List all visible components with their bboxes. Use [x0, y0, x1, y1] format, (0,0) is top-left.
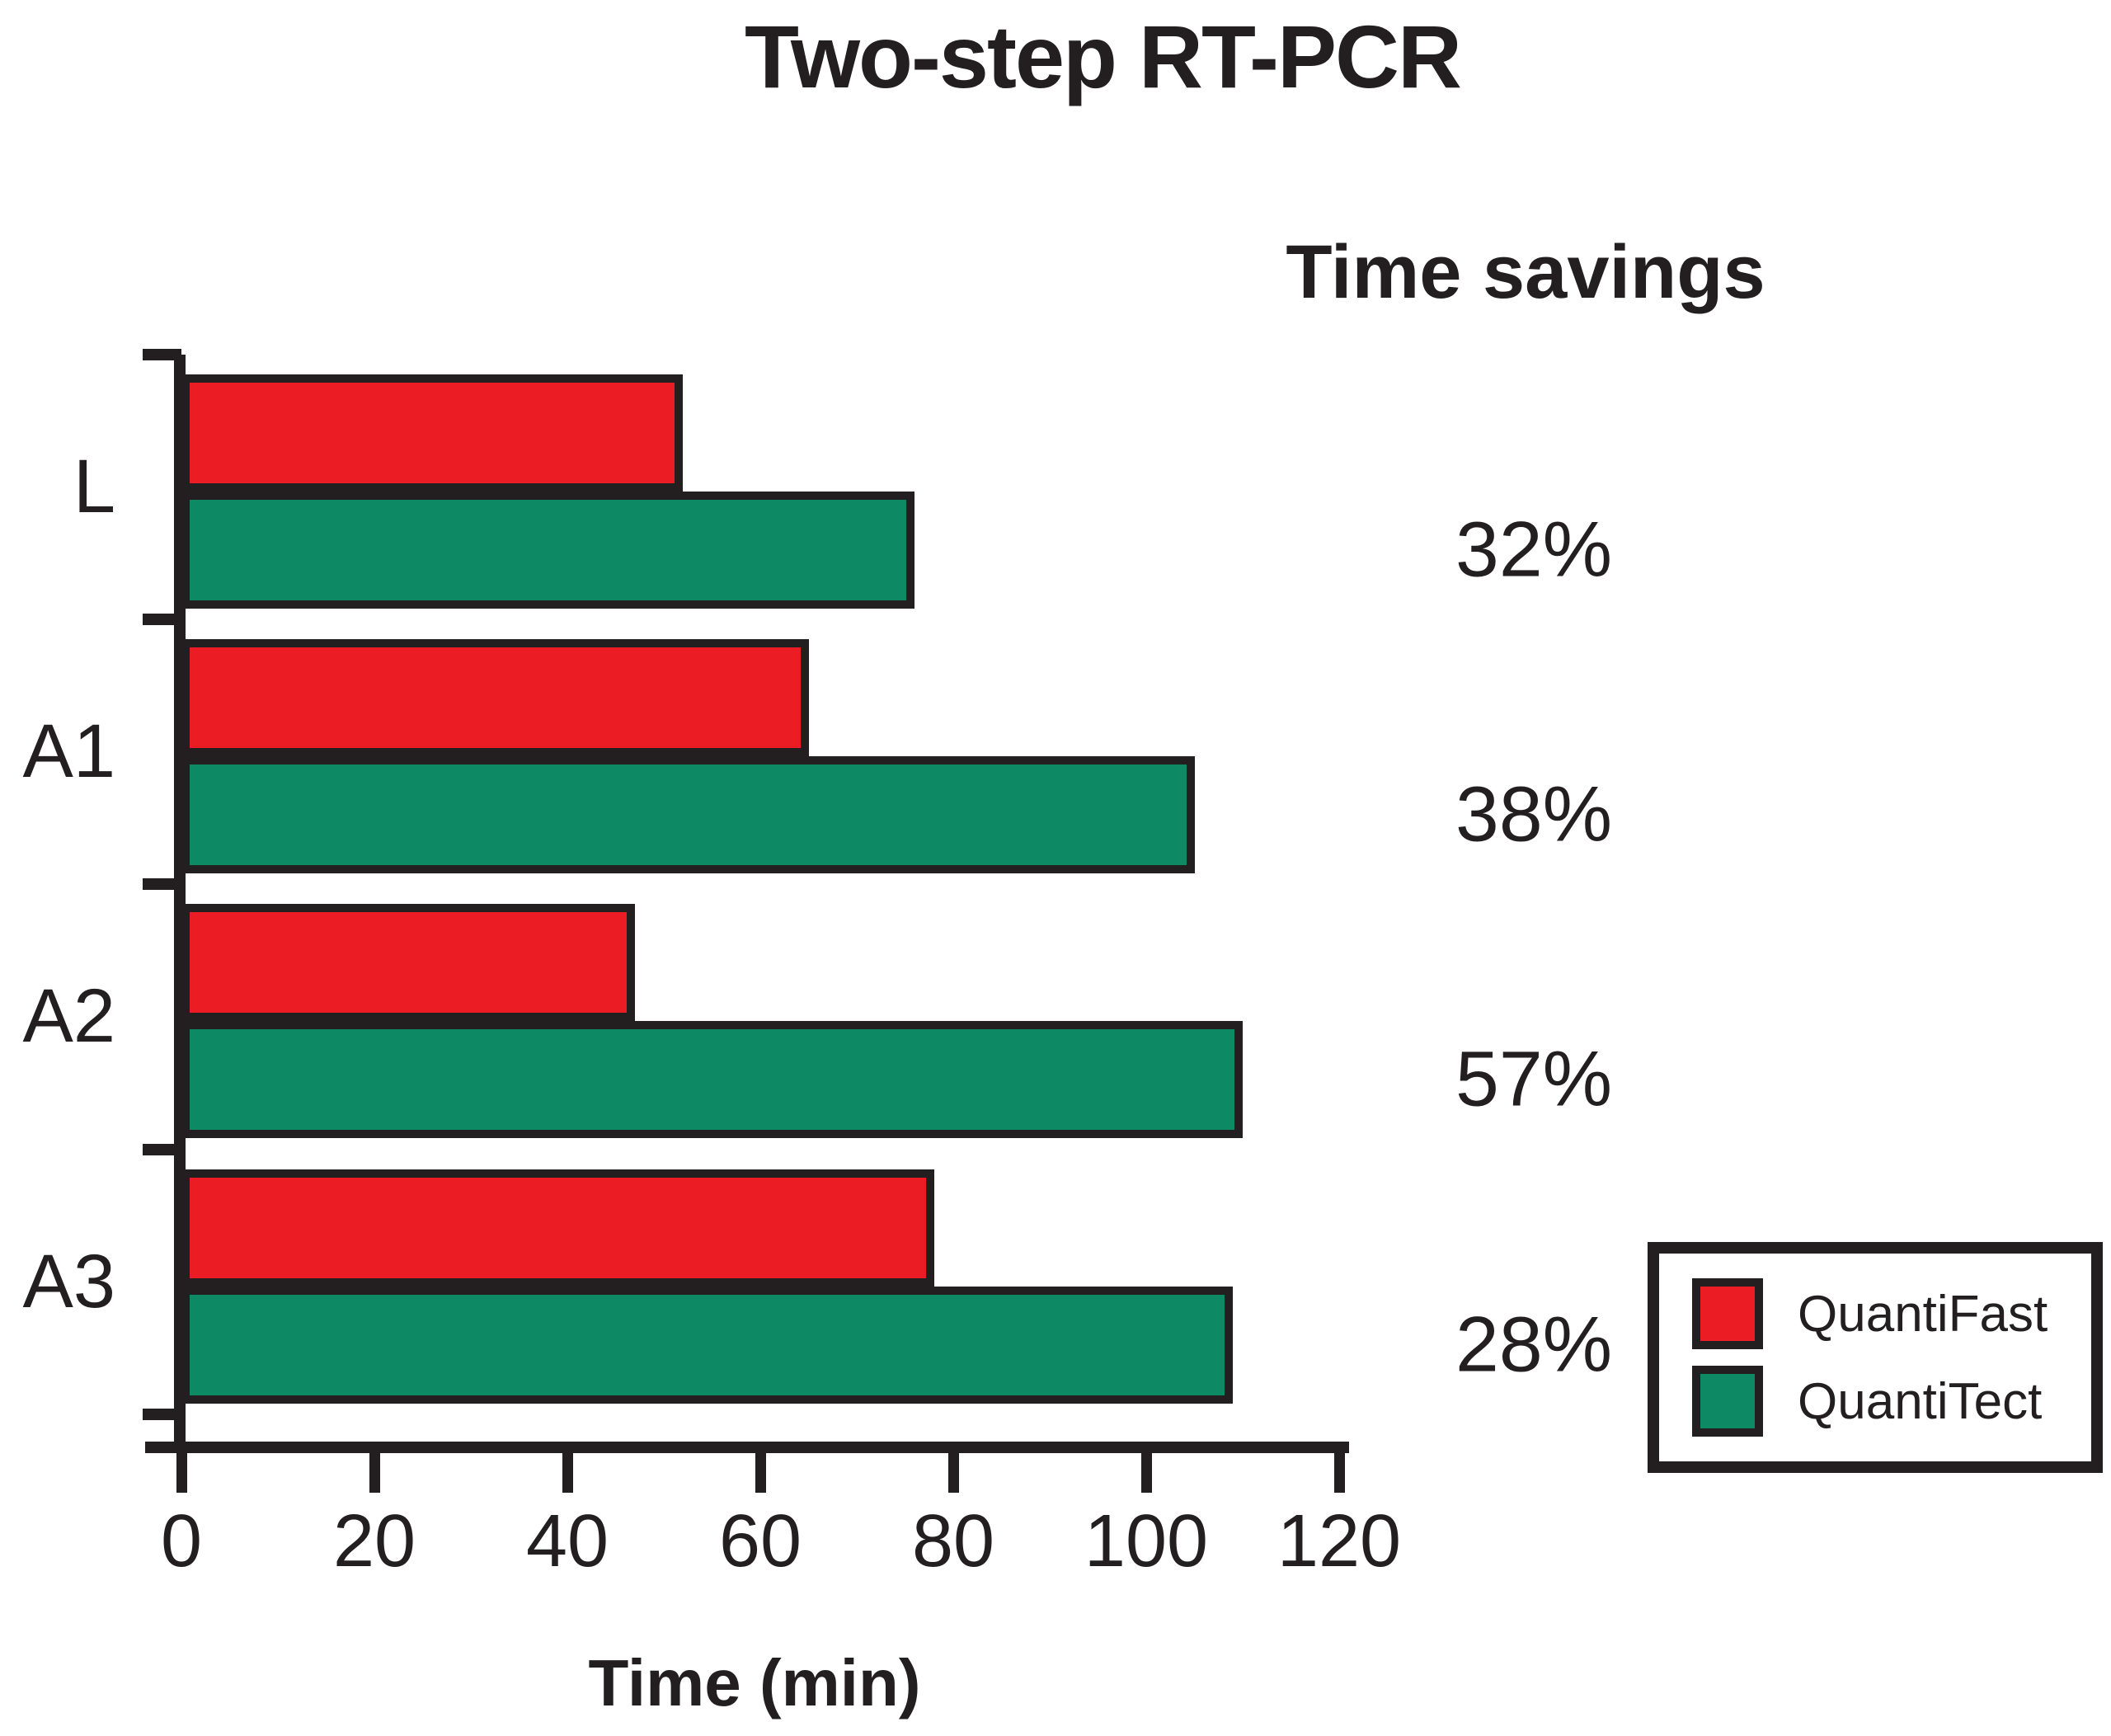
bar-quantifast — [181, 639, 809, 756]
x-axis-tick — [369, 1453, 380, 1493]
bar-quantitect — [181, 756, 1195, 873]
category-label: L — [73, 445, 115, 529]
x-tick-label: 100 — [1084, 1500, 1209, 1583]
x-tick-label: 60 — [718, 1500, 802, 1583]
bar-quantitect — [181, 492, 914, 609]
bar-quantifast — [181, 904, 635, 1021]
bar-quantifast — [181, 1169, 934, 1287]
x-axis-label: Time (min) — [588, 1646, 921, 1720]
y-axis-tick — [143, 878, 181, 890]
quantifast-swatch-icon — [1692, 1278, 1763, 1349]
savings-value: 57% — [1455, 1035, 1613, 1123]
time-savings-header: Time savings — [1286, 230, 1765, 314]
x-tick-label: 20 — [332, 1500, 416, 1583]
x-axis-line — [145, 1442, 1349, 1453]
x-tick-label: 80 — [911, 1500, 995, 1583]
legend-label-quantifast: QuantiFast — [1798, 1285, 2048, 1343]
x-axis-tick — [948, 1453, 959, 1493]
x-tick-label: 0 — [160, 1500, 203, 1583]
y-axis-tick — [143, 349, 181, 360]
y-axis-tick — [143, 1144, 181, 1155]
x-axis-tick — [176, 1453, 187, 1493]
bar-quantifast — [181, 374, 683, 492]
x-axis-tick — [1334, 1453, 1345, 1493]
x-tick-label: 120 — [1276, 1500, 1402, 1583]
savings-value: 28% — [1455, 1301, 1613, 1389]
legend-row-quantifast: QuantiFast — [1692, 1278, 2091, 1349]
legend-row-quantitect: QuantiTect — [1692, 1366, 2091, 1437]
legend-box: QuantiFast QuantiTect — [1648, 1242, 2103, 1473]
bar-quantitect — [181, 1287, 1233, 1404]
legend-label-quantitect: QuantiTect — [1798, 1372, 2043, 1430]
category-label: A1 — [22, 709, 115, 793]
y-axis-tick — [143, 614, 181, 625]
category-label: A3 — [22, 1240, 115, 1324]
bar-quantitect — [181, 1021, 1243, 1138]
savings-value: 38% — [1455, 770, 1613, 859]
chart-title: Two-step RT-PCR — [745, 7, 1462, 106]
x-axis-tick — [1141, 1453, 1152, 1493]
savings-value: 32% — [1455, 506, 1613, 594]
category-label: A2 — [22, 974, 115, 1058]
x-tick-label: 40 — [525, 1500, 609, 1583]
x-axis-tick — [755, 1453, 766, 1493]
quantitect-swatch-icon — [1692, 1366, 1763, 1437]
y-axis-tick — [143, 1409, 181, 1420]
x-axis-tick — [562, 1453, 573, 1493]
